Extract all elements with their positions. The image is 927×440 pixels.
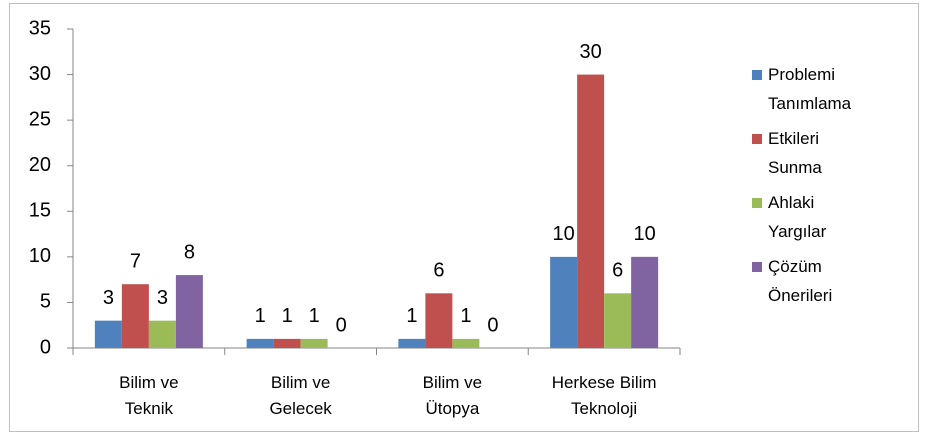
data-label: 1: [282, 305, 293, 327]
bar: [604, 293, 632, 348]
y-tick-label: 10: [29, 245, 51, 267]
y-tick-label: 30: [29, 63, 51, 85]
data-label: 10: [553, 223, 575, 245]
bar: [148, 320, 176, 348]
legend-label: Çözüm Önerileri: [768, 257, 833, 305]
data-label: 0: [336, 314, 347, 336]
y-tick-label: 0: [40, 336, 51, 358]
y-tick-label: 25: [29, 108, 51, 130]
legend-swatch: [752, 198, 762, 208]
legend-swatch: [752, 70, 762, 80]
data-label: 6: [433, 260, 444, 282]
data-label: 1: [460, 305, 471, 327]
legend-swatch: [752, 134, 762, 144]
data-label: 8: [184, 241, 195, 263]
bar: [398, 338, 426, 348]
bar: [631, 256, 659, 348]
bar: [246, 338, 274, 348]
data-label: 1: [406, 305, 417, 327]
data-label: 1: [309, 305, 320, 327]
bar: [121, 284, 149, 348]
y-tick-label: 35: [29, 17, 51, 39]
bar: [425, 293, 453, 348]
x-tick-label: Bilim ve Gelecek: [269, 373, 332, 418]
chart-border: [9, 3, 919, 432]
bar: [577, 74, 605, 349]
bar: [550, 256, 578, 348]
x-tick-label: Bilim ve Teknik: [119, 373, 179, 418]
legend-label: Etkileri Sunma: [768, 129, 822, 177]
data-label: 10: [634, 223, 656, 245]
data-label: 6: [612, 260, 623, 282]
x-tick-label: Bilim ve Ütopya: [422, 373, 483, 418]
bar: [452, 338, 480, 348]
data-label: 30: [580, 41, 602, 63]
data-label: 0: [487, 314, 498, 336]
data-label: 3: [157, 287, 168, 309]
data-label: 1: [255, 305, 266, 327]
y-tick-label: 20: [29, 154, 51, 176]
bar: [300, 338, 328, 348]
bar: [273, 338, 301, 348]
x-tick-label: Herkese Bilim Teknoloji: [551, 373, 657, 418]
data-label: 7: [130, 250, 141, 272]
y-tick-label: 5: [40, 291, 51, 313]
bar: [175, 275, 203, 348]
y-tick-label: 15: [29, 200, 51, 222]
legend-label: Ahlaki Yargılar: [768, 193, 827, 241]
legend-swatch: [752, 262, 762, 272]
legend-label: Problemi Tanımlama: [768, 65, 852, 113]
bar: [94, 320, 122, 348]
data-label: 3: [103, 287, 114, 309]
